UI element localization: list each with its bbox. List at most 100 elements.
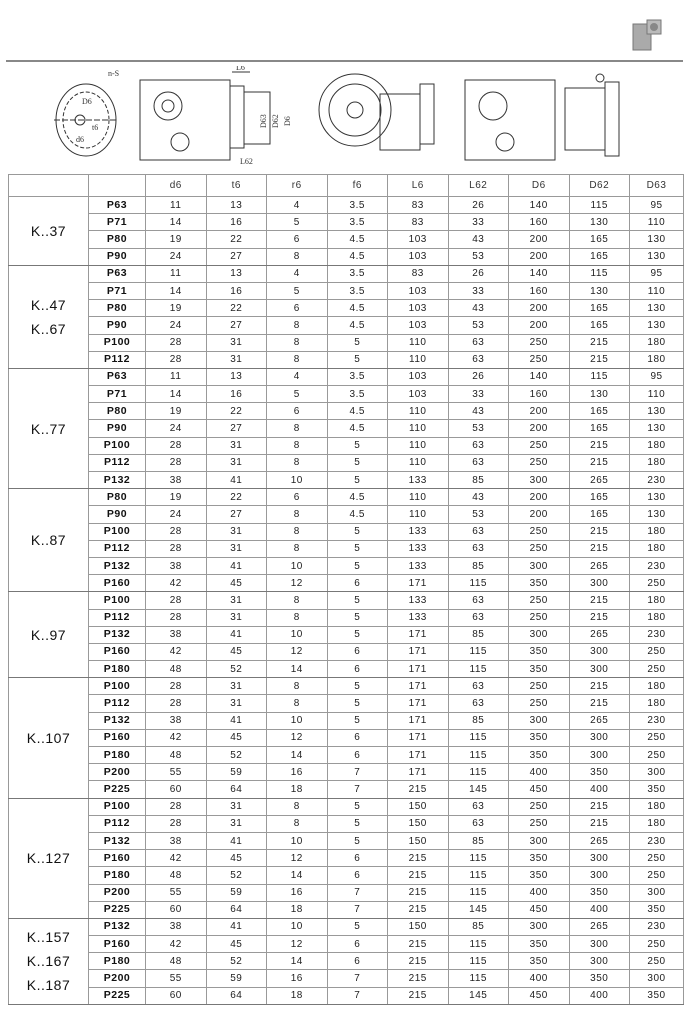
dimension-cell: 165 bbox=[568, 488, 630, 507]
dimension-cell: 180 bbox=[629, 608, 684, 627]
dimension-cell: 16 bbox=[266, 883, 328, 902]
dimension-cell: 215 bbox=[568, 350, 630, 369]
dimension-cell: 130 bbox=[629, 230, 684, 249]
dimension-drawings: n-S D6 t6 d6 L6 L62 D63 D62 D6 bbox=[54, 66, 620, 166]
dimension-cell: 7 bbox=[326, 883, 388, 902]
dimension-cell: 265 bbox=[568, 831, 630, 851]
dimension-cell: 19 bbox=[145, 402, 207, 421]
dimension-cell: 300 bbox=[568, 574, 630, 593]
table-row: P112 28 31 8 5 110 63 250 215 180 bbox=[9, 350, 684, 369]
dimension-cell: 180 bbox=[629, 453, 684, 473]
dimension-cell: 130 bbox=[568, 385, 630, 404]
dimension-cell: 13 bbox=[205, 367, 267, 387]
table-row: P80 19 22 6 4.5 103 43 200 165 130 bbox=[9, 230, 684, 249]
dimension-cell: 300 bbox=[568, 642, 630, 662]
dimension-cell: 14 bbox=[145, 213, 207, 232]
dimension-cell: 230 bbox=[629, 917, 684, 937]
motor-flange-cell: P71 bbox=[88, 385, 146, 404]
dimension-cell: 8 bbox=[266, 453, 328, 473]
dimension-cell: 63 bbox=[447, 539, 509, 558]
dimension-cell: 85 bbox=[447, 831, 509, 851]
dimension-cell: 28 bbox=[145, 350, 207, 369]
group-label-line: K..67 bbox=[30, 320, 67, 337]
dimension-cell: 133 bbox=[387, 470, 449, 490]
column-header: f6 bbox=[326, 174, 388, 197]
motor-flange-cell: P225 bbox=[88, 986, 146, 1005]
table-row: P100 28 31 8 5 133 63 250 215 180 bbox=[9, 522, 684, 541]
dimension-cell: 43 bbox=[447, 299, 509, 318]
dimension-cell: 110 bbox=[387, 419, 449, 438]
dimension-cell: 115 bbox=[568, 195, 630, 215]
dimension-cell: 7 bbox=[326, 763, 388, 782]
dimension-cell: 215 bbox=[387, 866, 449, 885]
dimension-cell: 115 bbox=[447, 660, 509, 679]
dimension-cell: 250 bbox=[508, 453, 570, 473]
dimension-cell: 103 bbox=[387, 299, 449, 318]
motor-flange-cell: P200 bbox=[88, 969, 146, 988]
dimension-cell: 400 bbox=[568, 900, 630, 919]
motor-flange-cell: P180 bbox=[88, 866, 146, 885]
dimension-cell: 103 bbox=[387, 367, 449, 387]
dimension-table: d6 t6 r6 f6 L6 L62 D6 D62 D63 K..37 P63 11 13 4 3.5 83… bbox=[8, 174, 684, 1005]
dimension-cell: 53 bbox=[447, 419, 509, 438]
dimension-cell: 16 bbox=[205, 385, 267, 404]
dimension-cell: 215 bbox=[568, 814, 630, 833]
table-row: K..77 P63 11 13 4 3.5 103 26 140 115 95 bbox=[8, 367, 684, 490]
dimension-cell: 200 bbox=[508, 230, 570, 249]
motor-flange-cell: P71 bbox=[88, 213, 146, 232]
dimension-cell: 115 bbox=[447, 935, 509, 954]
dimension-cell: 350 bbox=[508, 866, 570, 885]
dimension-cell: 140 bbox=[508, 264, 570, 283]
dimension-cell: 45 bbox=[205, 728, 267, 748]
table-row: P100 28 31 8 5 110 63 250 215 180 bbox=[9, 333, 684, 352]
dimension-cell: 6 bbox=[266, 230, 328, 249]
dimension-cell: 110 bbox=[387, 350, 449, 369]
dimension-cell: 12 bbox=[266, 849, 328, 868]
dimension-cell: 41 bbox=[205, 917, 267, 937]
dimension-cell: 130 bbox=[629, 505, 684, 524]
group-label-line: K..47 bbox=[30, 296, 67, 313]
dimension-cell: 41 bbox=[205, 470, 267, 490]
dimension-cell: 200 bbox=[508, 247, 570, 266]
column-header: D63 bbox=[629, 174, 684, 197]
label-t6: t6 bbox=[92, 123, 98, 132]
dimension-cell: 12 bbox=[266, 642, 328, 662]
dimension-cell: 350 bbox=[508, 642, 570, 662]
dimension-cell: 4.5 bbox=[326, 488, 388, 507]
table-row: P80 19 22 6 4.5 110 43 200 165 130 bbox=[9, 402, 684, 421]
table-row: P71 14 16 5 3.5 83 33 160 130 110 bbox=[9, 213, 684, 232]
dimension-cell: 215 bbox=[387, 969, 449, 988]
dimension-cell: 110 bbox=[387, 402, 449, 421]
dimension-cell: 350 bbox=[568, 969, 630, 988]
dimension-cell: 24 bbox=[145, 247, 207, 266]
table-row: P160 42 45 12 6 171 115 350 300 250 bbox=[9, 642, 684, 662]
dimension-cell: 60 bbox=[145, 780, 207, 799]
dimension-cell: 59 bbox=[205, 883, 267, 902]
dimension-cell: 103 bbox=[387, 247, 449, 266]
dimension-cell: 22 bbox=[205, 402, 267, 421]
dimension-cell: 11 bbox=[145, 367, 207, 387]
table-row: P132 38 41 10 5 171 85 300 265 230 bbox=[9, 625, 684, 644]
dimension-cell: 28 bbox=[145, 814, 207, 833]
dimension-cell: 265 bbox=[568, 470, 630, 490]
dimension-cell: 180 bbox=[629, 350, 684, 369]
dimension-cell: 4.5 bbox=[326, 505, 388, 524]
dimension-cell: 215 bbox=[387, 900, 449, 919]
motor-flange-cell: P80 bbox=[88, 299, 146, 318]
dimension-cell: 180 bbox=[629, 814, 684, 833]
dimension-cell: 31 bbox=[205, 591, 267, 610]
dimension-cell: 300 bbox=[568, 849, 630, 868]
dimension-cell: 215 bbox=[568, 453, 630, 473]
dimension-cell: 63 bbox=[447, 677, 509, 696]
dimension-cell: 215 bbox=[568, 591, 630, 610]
dimension-cell: 171 bbox=[387, 574, 449, 593]
dimension-cell: 64 bbox=[205, 900, 267, 919]
dimension-cell: 130 bbox=[629, 316, 684, 335]
dimension-cell: 400 bbox=[568, 986, 630, 1005]
dimension-cell: 115 bbox=[447, 745, 509, 765]
dimension-cell: 28 bbox=[145, 436, 207, 455]
dimension-cell: 215 bbox=[568, 436, 630, 455]
dimension-cell: 115 bbox=[447, 952, 509, 971]
dimension-cell: 265 bbox=[568, 556, 630, 576]
dimension-cell: 83 bbox=[387, 213, 449, 232]
